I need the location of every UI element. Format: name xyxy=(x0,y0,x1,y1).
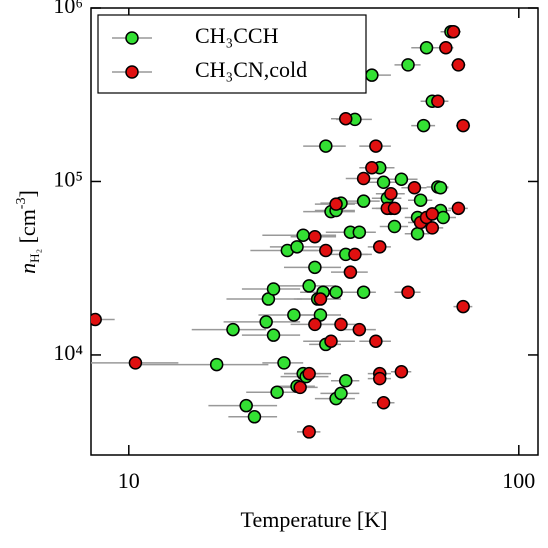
point xyxy=(401,285,415,299)
point xyxy=(226,322,240,337)
point xyxy=(416,118,431,133)
point xyxy=(343,265,358,279)
x-axis-label: Temperature [K] xyxy=(241,507,388,532)
point xyxy=(266,328,281,342)
point xyxy=(436,210,450,225)
point xyxy=(394,365,409,379)
point xyxy=(419,41,434,55)
y-label-end: ] xyxy=(15,190,40,197)
point xyxy=(439,41,453,55)
legend-marker xyxy=(125,31,139,45)
point xyxy=(247,410,262,424)
point xyxy=(324,334,338,348)
point xyxy=(365,68,379,82)
point xyxy=(302,425,316,439)
point xyxy=(308,230,322,244)
point xyxy=(356,194,371,208)
point xyxy=(329,285,343,299)
point xyxy=(425,221,440,235)
point xyxy=(410,226,425,241)
point xyxy=(376,396,391,410)
legend-label: CH₃CCH xyxy=(195,23,279,48)
point xyxy=(266,282,281,296)
point xyxy=(456,299,470,314)
point xyxy=(302,279,316,293)
point xyxy=(339,111,353,126)
y-axis-label: nH₂ [cm-3] xyxy=(14,190,42,274)
point xyxy=(319,243,333,258)
point xyxy=(91,312,102,327)
point xyxy=(456,118,470,133)
point xyxy=(369,139,383,153)
point xyxy=(372,371,387,386)
point xyxy=(394,172,409,186)
point xyxy=(451,201,466,216)
point xyxy=(334,317,348,332)
point xyxy=(356,285,371,299)
point xyxy=(372,240,387,254)
point xyxy=(352,225,367,239)
legend-box xyxy=(97,14,367,94)
point xyxy=(352,322,367,337)
y-tick-label: 10⁵ xyxy=(53,167,83,192)
y-label-sup: -3 xyxy=(14,198,29,210)
point xyxy=(296,228,310,242)
point xyxy=(270,385,284,399)
x-tick-label: 10 xyxy=(118,468,140,493)
point xyxy=(387,219,402,234)
point xyxy=(356,171,371,186)
point xyxy=(329,197,343,211)
y-tick-label: 10⁶ xyxy=(53,0,83,18)
point xyxy=(384,186,398,201)
point xyxy=(308,260,322,275)
point xyxy=(451,58,466,72)
y-label-var: n xyxy=(15,263,40,274)
point xyxy=(293,380,307,395)
point xyxy=(369,334,383,348)
legend-label: CH₃CN,cold xyxy=(195,57,307,82)
point xyxy=(413,193,428,207)
point xyxy=(433,181,448,195)
y-tick-label: 10⁴ xyxy=(53,340,83,365)
point xyxy=(334,386,348,401)
point xyxy=(313,292,328,306)
point xyxy=(431,94,445,109)
point xyxy=(259,315,273,329)
point xyxy=(401,58,415,72)
point xyxy=(277,356,291,370)
point xyxy=(209,357,224,372)
point xyxy=(302,366,316,381)
point xyxy=(425,207,440,221)
legend-marker xyxy=(125,65,139,79)
point xyxy=(287,308,301,322)
point xyxy=(407,181,422,195)
point xyxy=(339,374,353,388)
point xyxy=(308,317,322,332)
point xyxy=(387,201,402,216)
plot-frame xyxy=(90,7,539,456)
legend: CH₃CCH CH₃CN,cold xyxy=(97,14,367,94)
point xyxy=(376,175,391,189)
y-label-sub: H₂ xyxy=(27,249,42,263)
point xyxy=(319,139,333,153)
point xyxy=(128,356,143,370)
point xyxy=(290,240,304,254)
x-tick-label: 100 xyxy=(502,468,535,493)
point xyxy=(239,398,253,413)
point xyxy=(365,160,379,175)
point xyxy=(446,24,461,39)
point xyxy=(348,247,362,262)
data-layer xyxy=(91,24,473,439)
y-label-unit: [cm xyxy=(15,209,40,249)
